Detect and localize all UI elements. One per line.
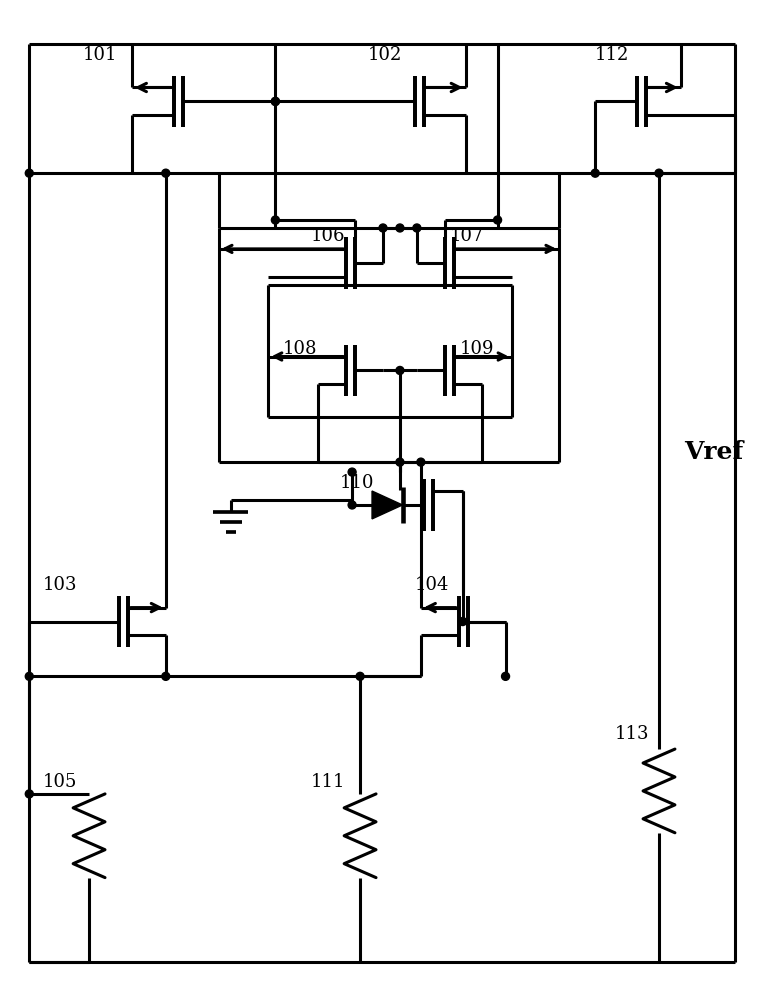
- Text: Vref: Vref: [684, 440, 743, 464]
- Text: 112: 112: [595, 46, 630, 63]
- Circle shape: [25, 170, 34, 178]
- Circle shape: [162, 170, 170, 178]
- Circle shape: [396, 458, 404, 466]
- Text: 111: 111: [310, 773, 345, 791]
- Text: 102: 102: [368, 46, 403, 63]
- Circle shape: [348, 501, 356, 509]
- Text: 109: 109: [460, 339, 494, 357]
- Circle shape: [413, 224, 421, 232]
- Text: 108: 108: [283, 339, 317, 357]
- Circle shape: [655, 170, 663, 178]
- Circle shape: [348, 468, 356, 476]
- Circle shape: [25, 790, 34, 798]
- Circle shape: [417, 458, 425, 466]
- Text: 113: 113: [615, 725, 649, 743]
- Circle shape: [396, 366, 404, 374]
- Text: 101: 101: [83, 46, 118, 63]
- Circle shape: [162, 673, 170, 681]
- Circle shape: [458, 618, 467, 626]
- Circle shape: [271, 97, 280, 105]
- Text: 106: 106: [310, 227, 345, 245]
- Circle shape: [271, 97, 280, 105]
- Polygon shape: [372, 491, 403, 519]
- Circle shape: [501, 673, 510, 681]
- Circle shape: [379, 224, 387, 232]
- Text: 105: 105: [44, 773, 78, 791]
- Circle shape: [356, 673, 364, 681]
- Text: 103: 103: [44, 575, 78, 593]
- Circle shape: [591, 170, 599, 178]
- Circle shape: [25, 673, 34, 681]
- Circle shape: [396, 224, 404, 232]
- Circle shape: [271, 216, 280, 224]
- Text: 104: 104: [415, 575, 449, 593]
- Text: 110: 110: [340, 474, 374, 492]
- Circle shape: [494, 216, 501, 224]
- Text: 107: 107: [450, 227, 484, 245]
